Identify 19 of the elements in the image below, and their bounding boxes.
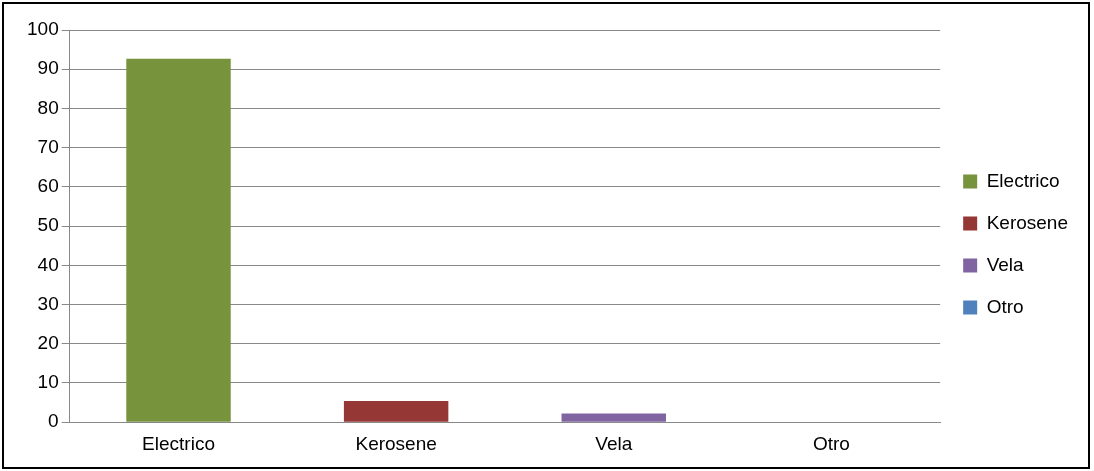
y-tick-label: 70: [37, 135, 59, 157]
legend-label: Vela: [986, 253, 1025, 275]
y-tick-label: 10: [37, 371, 59, 393]
y-tick-label: 0: [48, 410, 59, 432]
x-tick-label: Kerosene: [355, 432, 437, 454]
y-tick-label: 60: [37, 175, 59, 197]
y-tick-label: 20: [37, 331, 59, 353]
y-tick-label: 80: [37, 96, 59, 118]
legend-label: Electrico: [986, 169, 1060, 191]
x-tick-label: Otro: [812, 432, 850, 454]
y-tick-label: 40: [37, 253, 59, 275]
legend-label: Kerosene: [986, 211, 1069, 233]
y-tick-label: 50: [37, 214, 59, 236]
y-tick-label: 100: [27, 18, 59, 40]
legend-label: Otro: [986, 295, 1024, 317]
x-tick-label: Electrico: [142, 432, 215, 454]
y-tick-label: 90: [37, 57, 59, 79]
x-tick-label: Vela: [595, 432, 633, 454]
y-tick-label: 30: [37, 292, 59, 314]
